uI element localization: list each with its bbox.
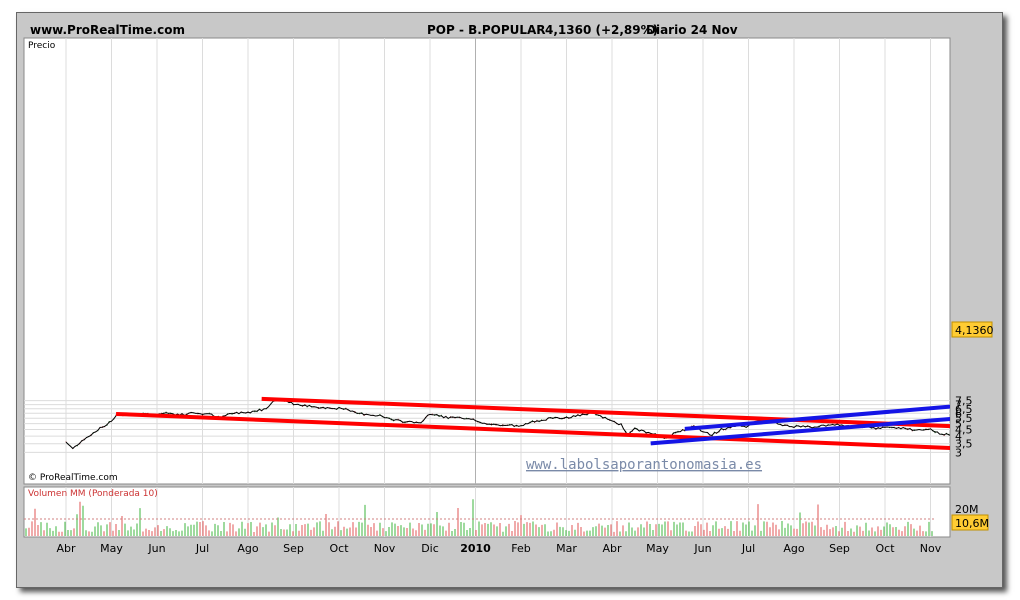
y-tick-label: 7,5 [955, 395, 973, 408]
y-tick-label: 6 [955, 407, 962, 420]
x-tick-label: Jul [195, 542, 209, 555]
last-volume-label: 10,6M [955, 517, 989, 530]
price-change: 4,1360 (+2,89%) [545, 23, 659, 37]
red-channel-line [115, 411, 950, 451]
watermark-link[interactable]: www.labolsaporantonomasia.es [526, 457, 762, 473]
x-tick-label: Dic [421, 542, 439, 555]
last-volume-badge [951, 514, 989, 531]
x-tick-label: Feb [511, 542, 530, 555]
x-tick-label: Abr [602, 542, 622, 555]
last-price-label: 4,1360 [955, 324, 994, 337]
x-tick-label: Nov [374, 542, 396, 555]
last-price-badge [951, 321, 993, 338]
y-tick-label: 5 [955, 418, 962, 431]
x-tick-label: Abr [56, 542, 76, 555]
x-tick-label: Sep [829, 542, 850, 555]
x-tick-label: Ago [237, 542, 259, 555]
x-tick-label: Sep [283, 542, 304, 555]
x-tick-label: May [100, 542, 123, 555]
x-tick-label: May [646, 542, 669, 555]
channel-lines [115, 396, 950, 451]
x-tick-label: Jun [693, 542, 711, 555]
blue-channel-line [684, 404, 950, 431]
y-tick-label: 7 [955, 399, 962, 412]
x-tick-label: Ago [783, 542, 805, 555]
blue-channel-line [650, 416, 950, 446]
x-tick-label: 2010 [460, 542, 491, 555]
volume-plot-area [23, 486, 951, 538]
y-axis: 33,544,555,566,577,5 [955, 395, 973, 460]
x-tick-label: Mar [556, 542, 577, 555]
red-channel-line [261, 396, 950, 429]
source-label: © ProRealTime.com [28, 473, 118, 483]
volume-panel-label: Volumen MM (Ponderada 10) [28, 489, 158, 499]
x-tick-label: Jun [147, 542, 165, 555]
ticker-title: POP - B.POPULAR [427, 23, 546, 37]
price-panel-label: Precio [28, 41, 56, 51]
y-tick-label: 4 [955, 430, 962, 443]
x-axis: Abr May Jun Jul Ago Sep Oct Nov Dic 2010 Feb Mar Abr… [56, 542, 941, 555]
site-title: www.ProRealTime.com [30, 23, 185, 37]
y-tick-label: 5,5 [955, 412, 973, 425]
period-date: Diario 24 Nov [646, 23, 738, 37]
y-tick-label: 3 [955, 446, 962, 459]
y-tick-label: 3,5 [955, 438, 973, 451]
x-tick-label: Nov [920, 542, 942, 555]
x-tick-label: Oct [875, 542, 895, 555]
y-tick-label: 4,5 [955, 424, 973, 437]
volume-tick-label: 20M [955, 503, 979, 516]
volume-bars [24, 499, 935, 536]
x-tick-label: Oct [329, 542, 349, 555]
y-tick-label: 6,5 [955, 403, 973, 416]
x-tick-label: Jul [741, 542, 755, 555]
